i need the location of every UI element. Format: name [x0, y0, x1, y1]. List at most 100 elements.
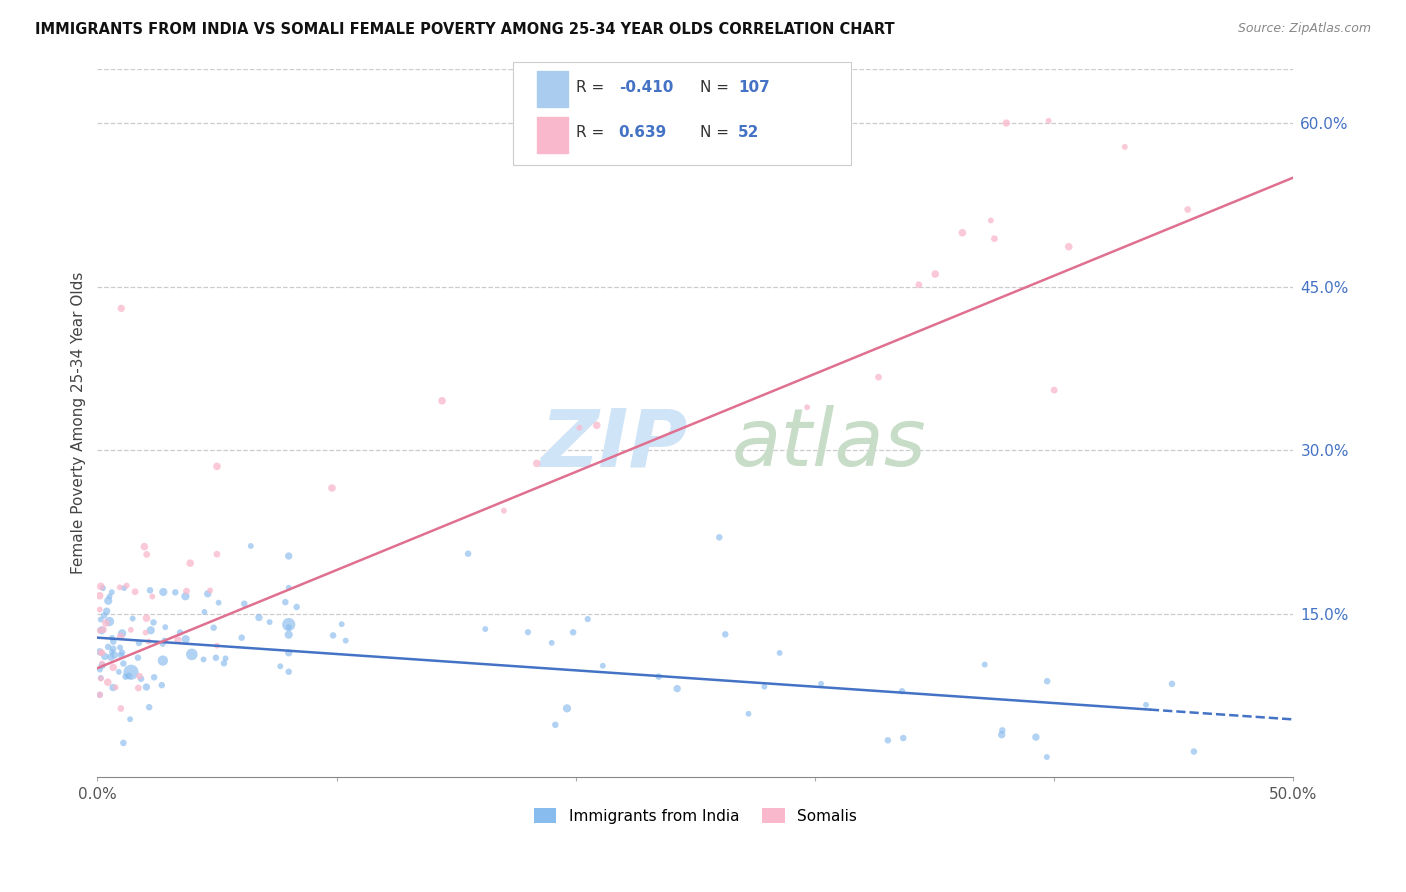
Text: ZIP: ZIP	[540, 405, 688, 483]
Point	[167, 633, 190, 648]
Point	[152, 585, 174, 599]
Point	[274, 595, 297, 609]
Point	[202, 621, 225, 635]
Point	[1135, 698, 1157, 712]
Point	[796, 401, 818, 415]
Point	[110, 630, 132, 644]
Point	[135, 680, 157, 694]
Point	[139, 624, 162, 638]
Point	[155, 620, 177, 634]
Point	[112, 657, 135, 671]
Text: 52: 52	[738, 126, 759, 141]
Point	[810, 677, 832, 691]
Point	[277, 581, 299, 595]
Point	[89, 589, 111, 603]
Point	[526, 457, 548, 471]
Point	[108, 580, 131, 594]
Point	[94, 615, 117, 630]
Point	[540, 636, 562, 650]
Point	[983, 232, 1005, 246]
Point	[121, 611, 143, 625]
Point	[277, 665, 299, 679]
Point	[492, 504, 515, 518]
Point	[97, 593, 120, 607]
Y-axis label: Female Poverty Among 25-34 Year Olds: Female Poverty Among 25-34 Year Olds	[72, 272, 86, 574]
Point	[89, 624, 111, 638]
Point	[104, 681, 127, 695]
Point	[430, 393, 453, 408]
Point	[585, 418, 607, 433]
Text: R =: R =	[576, 126, 610, 141]
Point	[207, 596, 229, 610]
Point	[169, 625, 191, 640]
Point	[214, 651, 236, 665]
Point	[90, 613, 112, 627]
Point	[91, 658, 114, 673]
Point	[709, 530, 731, 544]
Point	[544, 718, 567, 732]
Text: 0.639: 0.639	[619, 126, 666, 141]
Point	[576, 612, 599, 626]
Point	[990, 728, 1012, 742]
Point	[90, 672, 112, 686]
Point	[97, 675, 120, 690]
Point	[457, 547, 479, 561]
Point	[1043, 383, 1066, 397]
Point	[555, 701, 578, 715]
Point	[120, 623, 142, 637]
Point	[93, 623, 115, 637]
Point	[108, 665, 131, 679]
Point	[152, 654, 174, 668]
Point	[139, 583, 162, 598]
Point	[150, 678, 173, 692]
Point	[110, 701, 132, 715]
Point	[231, 631, 253, 645]
Point	[174, 589, 197, 603]
Point	[103, 648, 125, 662]
Text: N =: N =	[700, 126, 734, 141]
Point	[973, 657, 995, 672]
Text: atlas: atlas	[731, 405, 927, 483]
Point	[174, 632, 197, 647]
Point	[891, 684, 914, 698]
Point	[141, 590, 163, 604]
Point	[90, 671, 112, 685]
Point	[285, 600, 308, 615]
Legend: Immigrants from India, Somalis: Immigrants from India, Somalis	[527, 802, 863, 830]
Point	[128, 636, 150, 650]
Point	[647, 670, 669, 684]
Point	[714, 627, 737, 641]
Point	[1036, 750, 1059, 764]
Point	[112, 581, 135, 595]
Point	[277, 549, 299, 563]
Point	[110, 648, 132, 662]
Point	[127, 650, 149, 665]
Point	[100, 650, 122, 665]
Point	[474, 622, 496, 636]
Point	[103, 634, 125, 648]
Point	[277, 628, 299, 642]
Point	[165, 585, 187, 599]
Point	[269, 659, 291, 673]
Point	[153, 633, 176, 648]
Point	[1177, 202, 1199, 217]
Text: Source: ZipAtlas.com: Source: ZipAtlas.com	[1237, 22, 1371, 36]
Point	[111, 626, 134, 640]
Point	[321, 481, 343, 495]
Point	[980, 213, 1002, 227]
Point	[950, 226, 973, 240]
Point	[1161, 677, 1184, 691]
Point	[138, 700, 160, 714]
Point	[205, 639, 228, 653]
Point	[152, 637, 174, 651]
Point	[516, 625, 538, 640]
Point	[737, 706, 759, 721]
Point	[205, 650, 228, 665]
Point	[142, 615, 165, 630]
Point	[562, 625, 585, 640]
Point	[666, 681, 689, 696]
Point	[124, 584, 146, 599]
Point	[876, 733, 898, 747]
Point	[179, 556, 201, 570]
Point	[197, 587, 219, 601]
